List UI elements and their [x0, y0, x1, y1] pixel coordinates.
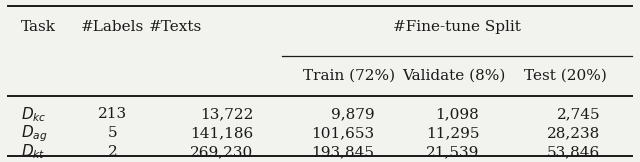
Text: Train (72%): Train (72%) — [303, 68, 395, 82]
Text: 1,098: 1,098 — [436, 107, 479, 121]
Text: 21,539: 21,539 — [426, 145, 479, 159]
Text: Task: Task — [20, 20, 56, 35]
Text: 13,722: 13,722 — [200, 107, 253, 121]
Text: Test (20%): Test (20%) — [524, 68, 607, 82]
Text: 5: 5 — [108, 126, 118, 140]
Text: 2,745: 2,745 — [557, 107, 600, 121]
Text: 11,295: 11,295 — [426, 126, 479, 140]
Text: 53,846: 53,846 — [547, 145, 600, 159]
Text: 28,238: 28,238 — [547, 126, 600, 140]
Text: 213: 213 — [99, 107, 127, 121]
Text: 141,186: 141,186 — [190, 126, 253, 140]
Text: 269,230: 269,230 — [190, 145, 253, 159]
Text: 101,653: 101,653 — [311, 126, 374, 140]
Text: 9,879: 9,879 — [330, 107, 374, 121]
Text: #Labels: #Labels — [81, 20, 145, 35]
Text: $D_{kc}$: $D_{kc}$ — [20, 105, 46, 124]
Text: 193,845: 193,845 — [311, 145, 374, 159]
Text: Validate (8%): Validate (8%) — [402, 68, 506, 82]
Text: $D_{kt}$: $D_{kt}$ — [20, 143, 45, 161]
Text: #Fine-tune Split: #Fine-tune Split — [393, 20, 521, 35]
Text: $D_{ag}$: $D_{ag}$ — [20, 123, 47, 144]
Text: #Texts: #Texts — [149, 20, 202, 35]
Text: 2: 2 — [108, 145, 118, 159]
